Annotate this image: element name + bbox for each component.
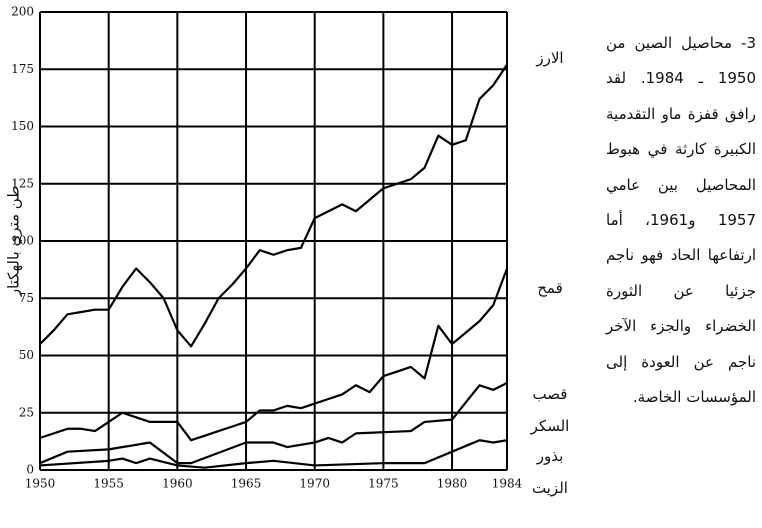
series-label: بذور الزيت <box>532 447 568 497</box>
y-tick-label: 75 <box>19 291 34 305</box>
series-label: قصب السكر <box>530 385 570 435</box>
x-tick-label: 1970 <box>299 477 330 491</box>
x-tick-label: 1950 <box>25 477 56 491</box>
x-tick-label: 1960 <box>162 477 193 491</box>
x-tick-label: 1984 <box>492 477 523 491</box>
y-tick-label: 0 <box>26 463 34 477</box>
x-tick-label: 1980 <box>437 477 468 491</box>
line-series <box>39 64 508 348</box>
y-tick-label: 50 <box>19 348 34 362</box>
line-series <box>39 381 508 465</box>
line-series <box>39 439 508 469</box>
y-tick-label: 125 <box>11 176 34 190</box>
y-tick-label: 200 <box>11 5 34 19</box>
line-series <box>39 268 509 442</box>
y-tick-label: 100 <box>11 234 34 248</box>
y-tick-label: 25 <box>19 405 34 419</box>
series-label: قمح <box>537 279 563 297</box>
series-label: الارز <box>536 49 564 67</box>
y-tick-label: 150 <box>11 119 34 133</box>
caption: 3- محاصيل الصين من 1950 ـ 1984. لقد رافق… <box>606 34 756 407</box>
x-tick-label: 1975 <box>368 477 399 491</box>
x-tick-label: 1955 <box>93 477 124 491</box>
x-tick-label: 1965 <box>231 477 262 491</box>
y-axis-label: طن متري بالهكتار <box>5 186 24 297</box>
y-tick-label: 175 <box>11 62 34 76</box>
